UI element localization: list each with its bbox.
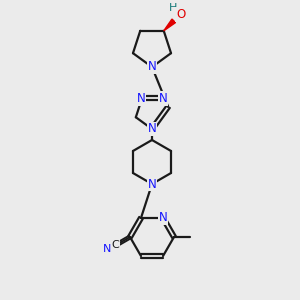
Text: O: O: [176, 8, 185, 21]
Text: N: N: [148, 122, 156, 136]
Text: N: N: [102, 244, 111, 254]
Text: C: C: [112, 240, 119, 250]
Text: N: N: [148, 61, 156, 74]
Text: N: N: [148, 178, 156, 190]
Polygon shape: [164, 19, 176, 31]
Text: N: N: [136, 92, 146, 105]
Text: N: N: [159, 92, 167, 105]
Text: N: N: [159, 212, 167, 224]
Text: H: H: [169, 3, 177, 13]
